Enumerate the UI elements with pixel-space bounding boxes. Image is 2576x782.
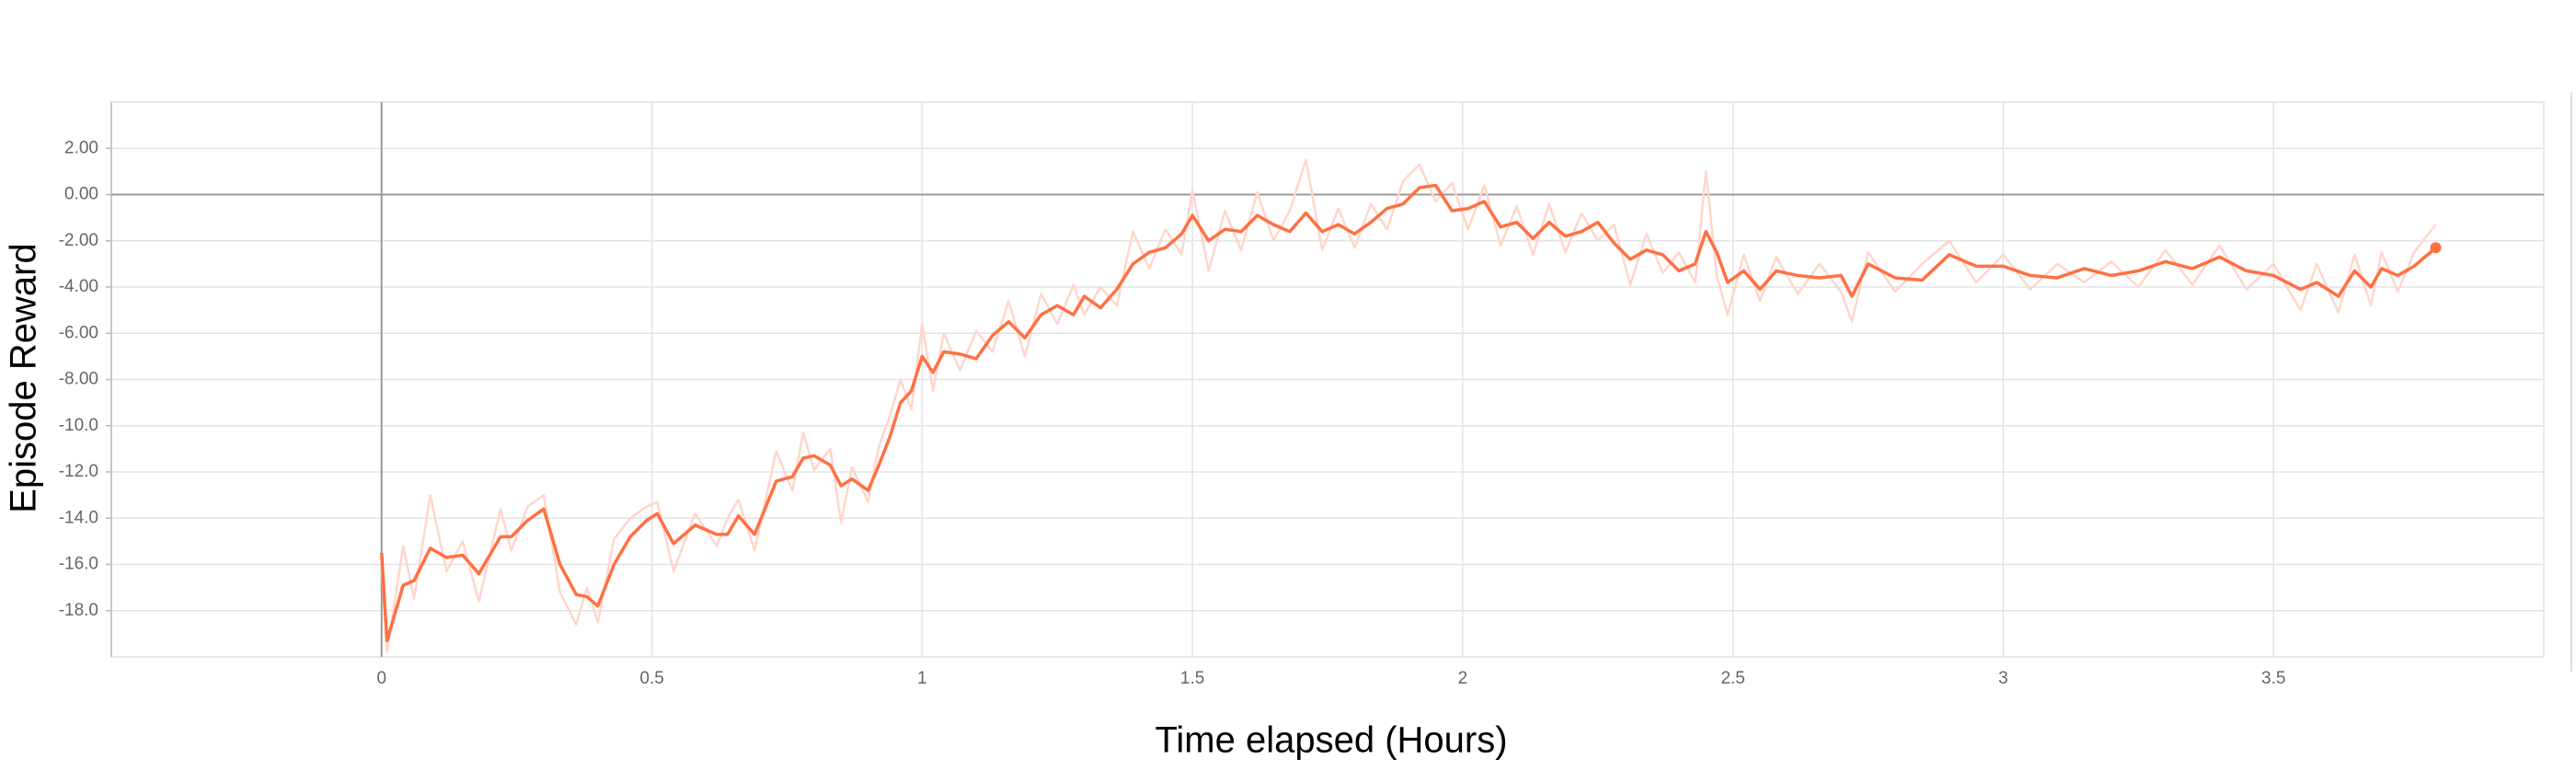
- y-tick-label: -4.00: [59, 277, 98, 296]
- x-tick-label: 0.5: [639, 669, 663, 688]
- x-axis-title: Time elapsed (Hours): [1155, 720, 1507, 761]
- x-tick-label: 3.5: [2261, 669, 2285, 688]
- y-tick-label: -6.00: [59, 323, 98, 342]
- end-marker: [2430, 242, 2442, 254]
- y-tick-label: -12.0: [59, 462, 98, 481]
- x-tick-label: 2.5: [1720, 669, 1744, 688]
- y-tick-label: -18.0: [59, 601, 98, 620]
- series-line: [380, 183, 2437, 643]
- x-tick-label: 1: [917, 669, 927, 688]
- x-tick-label: 0: [376, 669, 386, 688]
- x-tick-label: 1.5: [1180, 669, 1204, 688]
- y-tick-label: -2.00: [59, 231, 98, 250]
- x-tick-label: 2: [1458, 669, 1468, 688]
- y-tick-label: -14.0: [59, 508, 98, 527]
- y-tick-label: 0.00: [64, 185, 98, 204]
- series-line: [380, 158, 2437, 654]
- x-tick-label: 3: [1998, 669, 2008, 688]
- y-tick-label: -10.0: [59, 416, 98, 435]
- y-axis-title: Episode Reward: [4, 243, 44, 513]
- y-tick-label: -16.0: [59, 555, 98, 574]
- y-tick-label: -8.00: [59, 370, 98, 389]
- y-tick-label: 2.00: [64, 138, 98, 157]
